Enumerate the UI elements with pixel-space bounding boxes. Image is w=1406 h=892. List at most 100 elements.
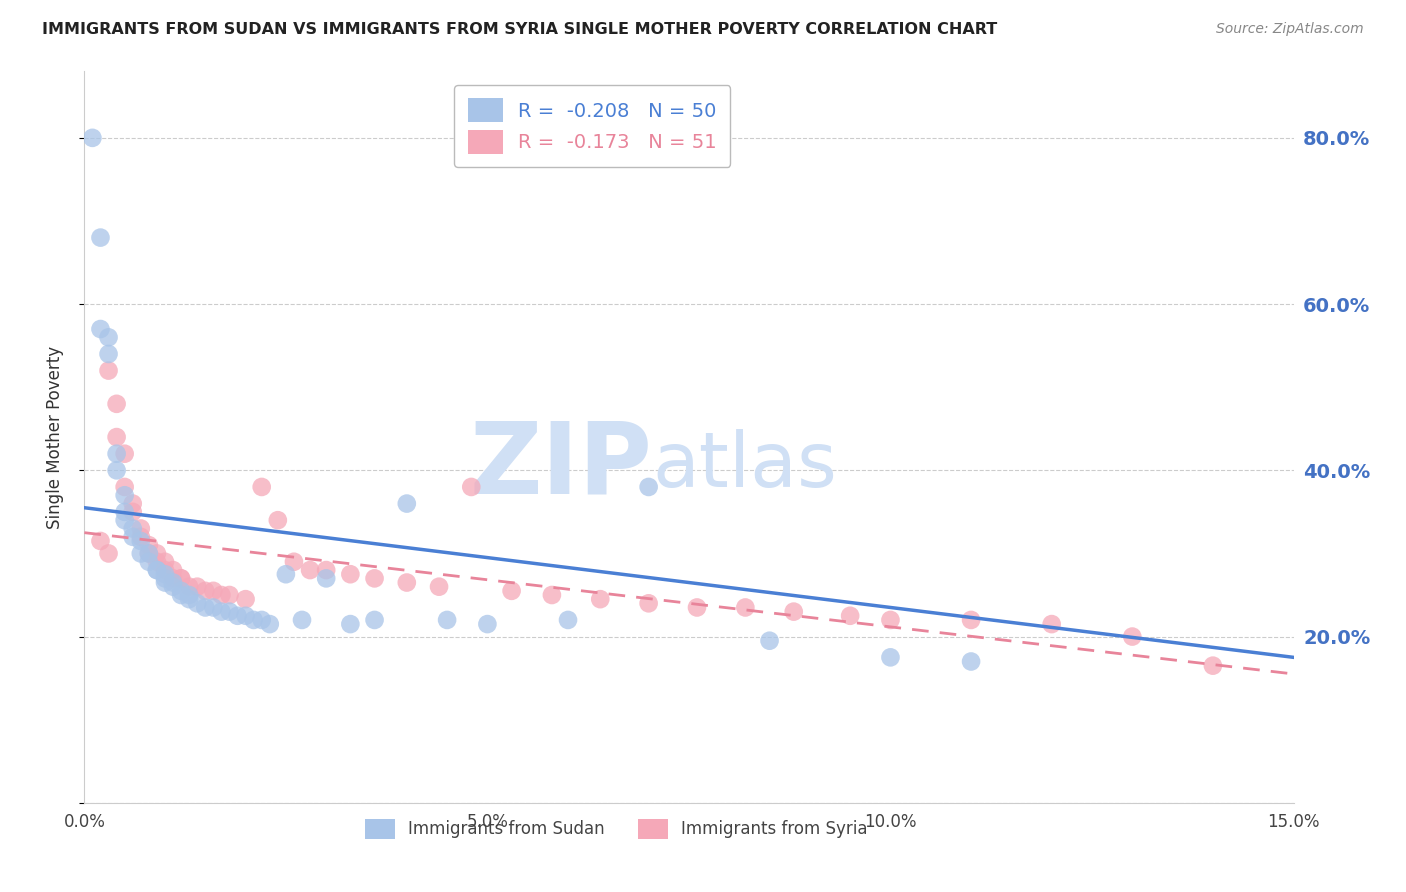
Point: [427, 580, 450, 594]
Point: [153, 567, 176, 582]
Point: [436, 613, 458, 627]
Point: [1040, 617, 1063, 632]
Point: [1202, 658, 1225, 673]
Point: [114, 447, 136, 461]
Point: [105, 447, 128, 461]
Point: [97, 546, 120, 560]
Point: [339, 567, 361, 582]
Legend: Immigrants from Sudan, Immigrants from Syria: Immigrants from Sudan, Immigrants from S…: [359, 812, 875, 846]
Point: [209, 588, 232, 602]
Point: [202, 600, 225, 615]
Point: [637, 480, 659, 494]
Point: [1121, 630, 1143, 644]
Point: [129, 546, 152, 560]
Point: [170, 588, 193, 602]
Point: [879, 650, 901, 665]
Point: [291, 613, 314, 627]
Point: [589, 592, 612, 607]
Point: [162, 580, 184, 594]
Point: [179, 588, 201, 602]
Point: [97, 347, 120, 361]
Point: [501, 583, 523, 598]
Point: [299, 563, 322, 577]
Point: [194, 600, 217, 615]
Text: atlas: atlas: [652, 429, 838, 503]
Point: [146, 546, 169, 560]
Point: [138, 555, 160, 569]
Point: [179, 580, 201, 594]
Point: [162, 575, 184, 590]
Point: [121, 521, 143, 535]
Point: [138, 546, 160, 560]
Point: [460, 480, 482, 494]
Point: [97, 363, 120, 377]
Point: [170, 583, 193, 598]
Point: [138, 546, 160, 560]
Point: [209, 605, 232, 619]
Point: [250, 480, 273, 494]
Point: [129, 530, 152, 544]
Point: [114, 480, 136, 494]
Point: [89, 230, 111, 244]
Point: [274, 567, 297, 582]
Y-axis label: Single Mother Poverty: Single Mother Poverty: [45, 345, 63, 529]
Point: [235, 608, 257, 623]
Point: [146, 555, 169, 569]
Text: IMMIGRANTS FROM SUDAN VS IMMIGRANTS FROM SYRIA SINGLE MOTHER POVERTY CORRELATION: IMMIGRANTS FROM SUDAN VS IMMIGRANTS FROM…: [42, 22, 997, 37]
Point: [315, 563, 337, 577]
Point: [105, 397, 128, 411]
Point: [179, 592, 201, 607]
Point: [960, 613, 983, 627]
Point: [960, 655, 983, 669]
Point: [105, 463, 128, 477]
Text: Source: ZipAtlas.com: Source: ZipAtlas.com: [1216, 22, 1364, 37]
Point: [235, 592, 257, 607]
Point: [186, 596, 208, 610]
Point: [162, 571, 184, 585]
Point: [283, 555, 305, 569]
Point: [395, 497, 418, 511]
Point: [557, 613, 579, 627]
Point: [121, 505, 143, 519]
Point: [839, 608, 862, 623]
Point: [477, 617, 499, 632]
Point: [105, 430, 128, 444]
Point: [170, 571, 193, 585]
Point: [637, 596, 659, 610]
Point: [89, 322, 111, 336]
Point: [114, 505, 136, 519]
Point: [879, 613, 901, 627]
Point: [186, 580, 208, 594]
Point: [129, 521, 152, 535]
Point: [250, 613, 273, 627]
Point: [363, 571, 385, 585]
Point: [146, 563, 169, 577]
Point: [395, 575, 418, 590]
Point: [758, 633, 780, 648]
Point: [114, 513, 136, 527]
Point: [541, 588, 564, 602]
Point: [226, 608, 249, 623]
Point: [218, 588, 240, 602]
Point: [315, 571, 337, 585]
Text: ZIP: ZIP: [470, 417, 652, 515]
Point: [170, 571, 193, 585]
Point: [734, 600, 756, 615]
Point: [783, 605, 806, 619]
Point: [153, 555, 176, 569]
Point: [129, 533, 152, 548]
Point: [153, 563, 176, 577]
Point: [153, 571, 176, 585]
Point: [121, 530, 143, 544]
Point: [242, 613, 264, 627]
Point: [218, 605, 240, 619]
Point: [121, 497, 143, 511]
Point: [146, 563, 169, 577]
Point: [363, 613, 385, 627]
Point: [194, 583, 217, 598]
Point: [162, 563, 184, 577]
Point: [138, 538, 160, 552]
Point: [114, 488, 136, 502]
Point: [686, 600, 709, 615]
Point: [267, 513, 290, 527]
